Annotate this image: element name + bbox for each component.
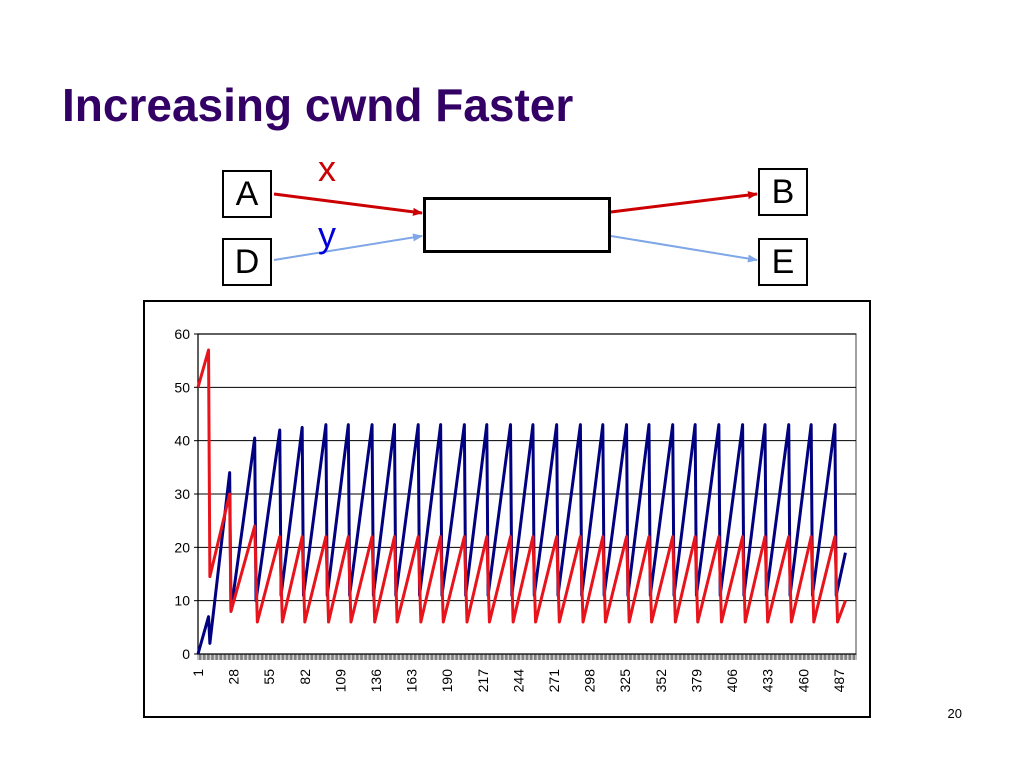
x-tick-label: 325 — [617, 669, 633, 693]
flow-arrows — [273, 191, 758, 263]
flow-x-in-arrow — [273, 192, 423, 216]
series-line-2 — [196, 348, 847, 624]
x-tick-label: 55 — [261, 669, 277, 685]
flow-y-label: y — [318, 214, 336, 255]
y-tick-label: 30 — [174, 486, 190, 502]
x-tick-label: 136 — [368, 669, 384, 693]
x-tick-label: 1 — [190, 669, 206, 677]
node-a: A — [222, 170, 272, 218]
series-line-1 — [196, 423, 847, 655]
x-tick-label: 82 — [297, 669, 313, 685]
x-tick-label: 190 — [439, 669, 455, 693]
x-tick-label: 487 — [831, 669, 847, 693]
x-tick-label: 460 — [795, 669, 811, 693]
cwnd-chart: 0 10 20 30 40 50 60 1 28 55 82 109 136 163 190 217 244 27… — [174, 326, 857, 693]
x-tick-label: 379 — [688, 669, 704, 693]
x-tick-label: 298 — [582, 669, 598, 693]
flow-x-label: x — [318, 148, 336, 189]
flow-x-out-arrow — [610, 191, 758, 214]
x-tick-label: 244 — [510, 669, 526, 693]
y-tick-label: 50 — [174, 379, 190, 395]
y-tick-label: 20 — [174, 539, 190, 555]
page-number: 20 — [947, 706, 962, 721]
y-tick-label: 10 — [174, 593, 190, 609]
y-tick-label: 40 — [174, 433, 190, 449]
y-tick-label: 60 — [174, 326, 190, 342]
chart-frame — [143, 300, 871, 718]
flow-y-out-arrow — [610, 235, 758, 263]
x-tick-label: 406 — [724, 669, 740, 693]
x-tick-label: 28 — [226, 669, 242, 685]
x-minor-ticks — [197, 654, 857, 660]
node-d: D — [222, 238, 272, 286]
y-tick-label: 0 — [182, 646, 190, 662]
x-tick-label: 433 — [760, 669, 776, 693]
bottleneck-router — [423, 197, 611, 253]
node-b: B — [758, 168, 808, 216]
node-e: E — [758, 238, 808, 286]
x-tick-label: 109 — [332, 669, 348, 693]
x-tick-label: 217 — [475, 669, 491, 693]
x-tick-label: 163 — [404, 669, 420, 693]
slide-title: Increasing cwnd Faster — [62, 79, 574, 131]
x-tick-label: 352 — [653, 669, 669, 693]
flow-y-in-arrow — [273, 233, 423, 261]
x-tick-label: 271 — [546, 669, 562, 693]
